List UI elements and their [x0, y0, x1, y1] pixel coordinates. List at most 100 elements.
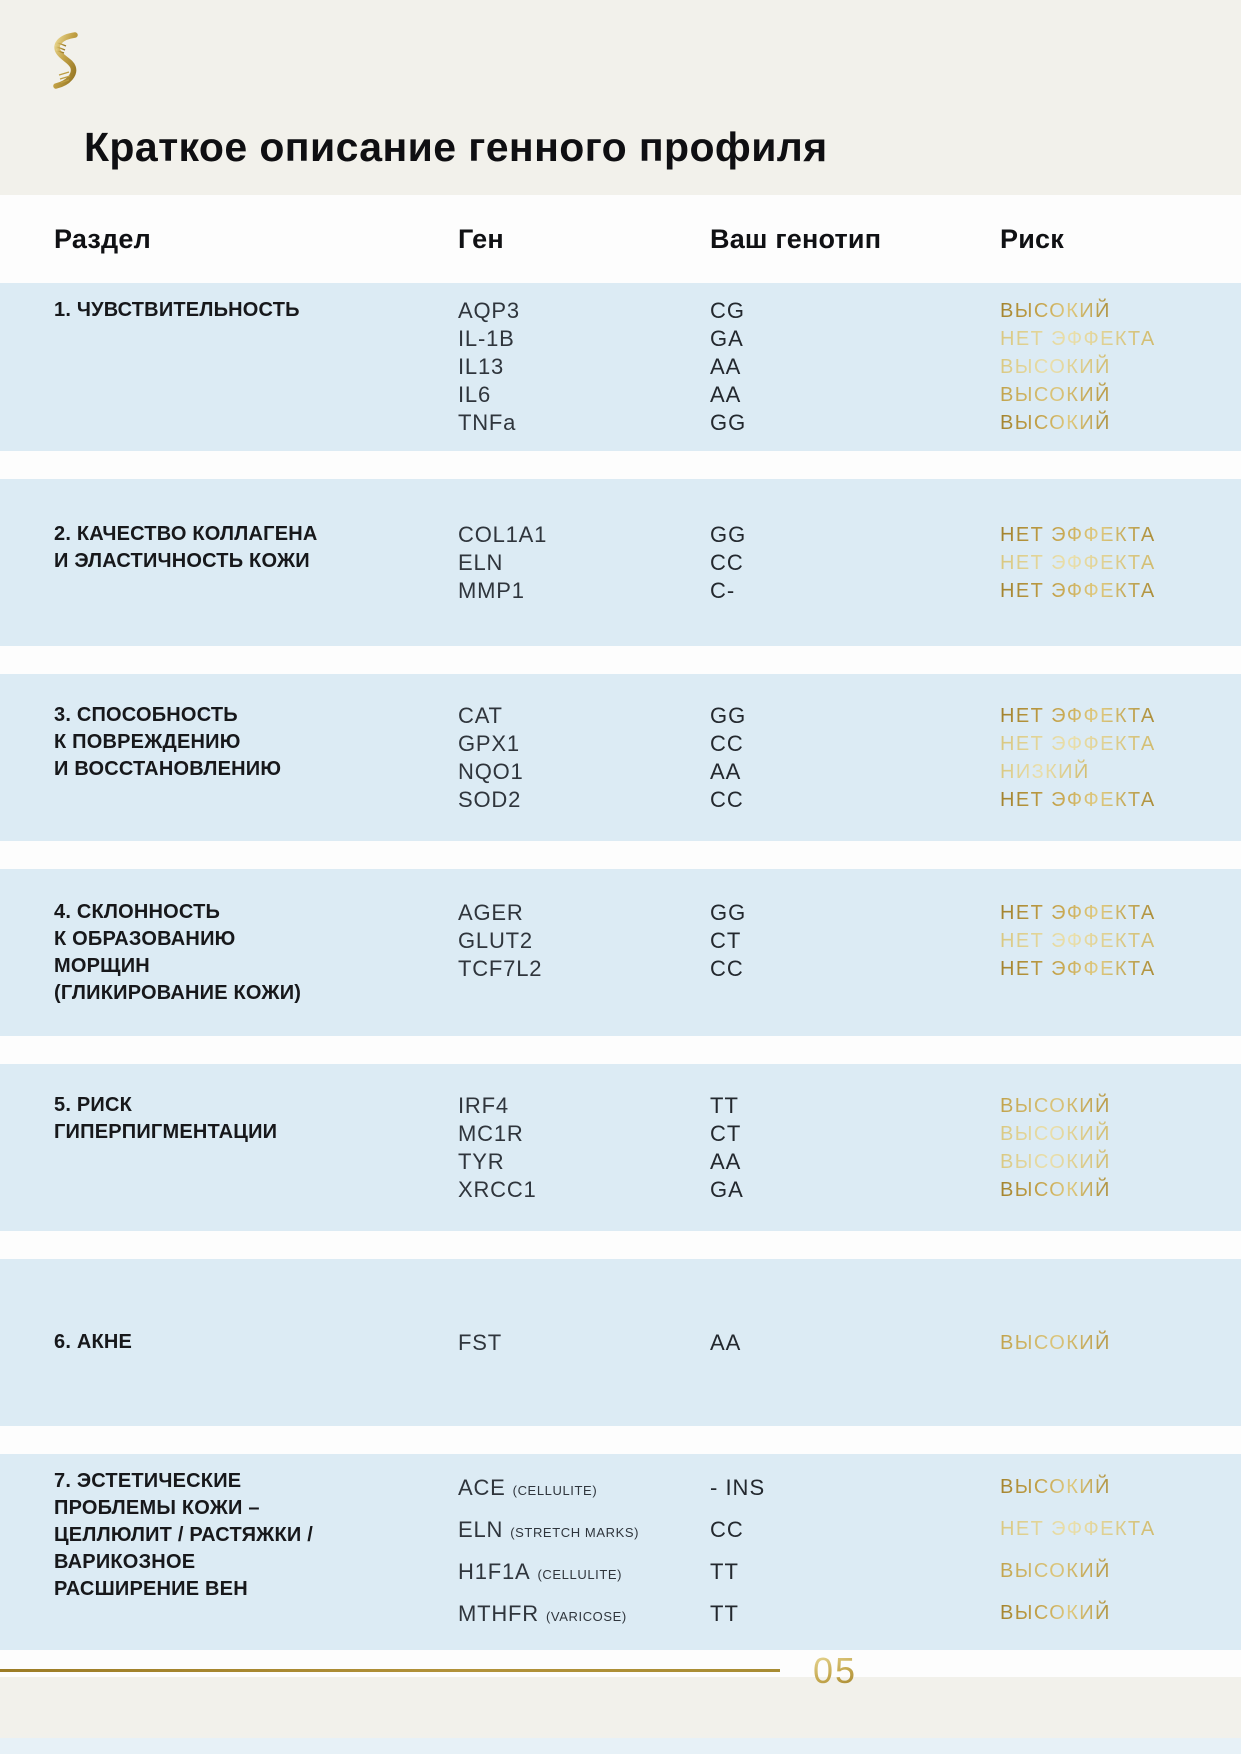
genotype-value: C-: [710, 577, 736, 603]
genotype-value: CC: [710, 955, 744, 981]
section-label: 7. ЭСТЕТИЧЕСКИЕ ПРОБЛЕМЫ КОЖИ – ЦЕЛЛЮЛИТ /…: [54, 1468, 458, 1603]
risk-value: НЕТ ЭФФЕКТА: [1000, 521, 1156, 549]
gene-name: SOD2: [458, 786, 522, 812]
gene-row: NQO1 AA НИЗКИЙ: [458, 758, 1241, 786]
gene-row: TNFa GG ВЫСОКИЙ: [458, 409, 1241, 437]
section-label-line: 1. ЧУВСТВИТЕЛЬНОСТЬ: [54, 299, 300, 321]
genotype-value: CC: [710, 786, 744, 812]
genotype-value: CG: [710, 298, 745, 323]
gene-name: TYR: [458, 1148, 505, 1174]
gene-section-row: 3. СПОСОБНОСТЬ К ПОВРЕЖДЕНИЮ И ВОССТАНОВЛЕ…: [0, 674, 1241, 841]
gene-section-row: 4. СКЛОННОСТЬ К ОБРАЗОВАНИЮ МОРЩИН (ГЛИКИРО…: [0, 869, 1241, 1036]
gene-name: IL13: [458, 354, 505, 379]
risk-value: ВЫСОКИЙ: [1000, 1092, 1111, 1120]
genotype-value: CT: [710, 1120, 742, 1146]
genotype-value: GG: [710, 702, 747, 728]
gene-name: NQO1: [458, 758, 524, 784]
genotype-value: TT: [710, 1092, 739, 1118]
risk-value: НЕТ ЭФФЕКТА: [1000, 577, 1156, 605]
gene-name: H1F1A (CELLULITE): [458, 1559, 623, 1584]
gene-section-row: 7. ЭСТЕТИЧЕСКИЕ ПРОБЛЕМЫ КОЖИ – ЦЕЛЛЮЛИТ /…: [0, 1454, 1241, 1650]
gene-name: GLUT2: [458, 927, 533, 953]
genotype-value: CC: [710, 549, 744, 575]
footer-divider-line: [0, 1669, 780, 1672]
section-gene-rows: FST AA ВЫСОКИЙ: [458, 1329, 1241, 1357]
gene-row: ELN CC НЕТ ЭФФЕКТА: [458, 549, 1241, 577]
section-gene-rows: CAT GG НЕТ ЭФФЕКТА GPX1 CC НЕТ ЭФФЕКТА N…: [458, 702, 1241, 814]
column-header-genotype: Ваш генотип: [710, 223, 882, 254]
section-label-line: И ЭЛАСТИЧНОСТЬ КОЖИ: [54, 549, 310, 572]
section-label-line: 6. АКНЕ: [54, 1330, 133, 1353]
gene-note: (CELLULITE): [512, 1483, 598, 1498]
gene-row: GLUT2 CT НЕТ ЭФФЕКТА: [458, 927, 1241, 955]
risk-value: НЕТ ЭФФЕКТА: [1000, 955, 1156, 983]
gene-row: MMP1 C- НЕТ ЭФФЕКТА: [458, 577, 1241, 605]
gene-name: FST: [458, 1329, 502, 1355]
section-label-line: 5. РИСК: [54, 1093, 133, 1116]
gene-row: H1F1A (CELLULITE) TT ВЫСОКИЙ: [458, 1552, 1241, 1594]
gene-name: COL1A1: [458, 521, 548, 547]
gene-name: TCF7L2: [458, 955, 543, 981]
genotype-value: AA: [710, 1329, 742, 1355]
genotype-value: TT: [710, 1601, 739, 1626]
section-label-line: (ГЛИКИРОВАНИЕ КОЖИ): [54, 981, 302, 1004]
gene-note: (CELLULITE): [537, 1567, 623, 1582]
brand-logo: [50, 32, 82, 92]
gene-row: TCF7L2 CC НЕТ ЭФФЕКТА: [458, 955, 1241, 983]
gene-section-row: 5. РИСК ГИПЕРПИГМЕНТАЦИИ IRF4 TT ВЫСОКИЙ …: [0, 1064, 1241, 1231]
risk-value: ВЫСОКИЙ: [1000, 1120, 1111, 1148]
gene-row: TYR AA ВЫСОКИЙ: [458, 1148, 1241, 1176]
gene-name: TNFa: [458, 410, 517, 435]
risk-value: НИЗКИЙ: [1000, 758, 1090, 786]
page-number: 05: [813, 1650, 858, 1691]
risk-value: ВЫСОКИЙ: [1000, 1148, 1111, 1176]
gene-row: ELN (STRETCH MARKS) CC НЕТ ЭФФЕКТА: [458, 1510, 1241, 1552]
risk-value: НЕТ ЭФФЕКТА: [1000, 730, 1156, 758]
risk-value: НЕТ ЭФФЕКТА: [1000, 325, 1156, 353]
genotype-value: GG: [710, 521, 747, 547]
gene-row: MC1R CT ВЫСОКИЙ: [458, 1120, 1241, 1148]
gene-name: AGER: [458, 899, 524, 925]
column-header-gene: Ген: [458, 223, 504, 254]
gene-name: ELN (STRETCH MARKS): [458, 1517, 640, 1542]
gene-row: IL-1B GA НЕТ ЭФФЕКТА: [458, 325, 1241, 353]
risk-value: НЕТ ЭФФЕКТА: [1000, 927, 1156, 955]
section-label-line: ВАРИКОЗНОЕ: [54, 1551, 196, 1573]
bottom-accent-strip: [0, 1738, 1241, 1754]
risk-value: ВЫСОКИЙ: [1000, 381, 1111, 409]
risk-value: ВЫСОКИЙ: [1000, 353, 1111, 381]
risk-value: НЕТ ЭФФЕКТА: [1000, 1510, 1156, 1552]
gene-row: IL6 AA ВЫСОКИЙ: [458, 381, 1241, 409]
gene-name: MMP1: [458, 577, 525, 603]
genotype-value: AA: [710, 1148, 742, 1174]
section-label-line: 2. КАЧЕСТВО КОЛЛАГЕНА: [54, 522, 318, 545]
risk-value: ВЫСОКИЙ: [1000, 1329, 1111, 1357]
gene-row: AQP3 CG ВЫСОКИЙ: [458, 297, 1241, 325]
risk-value: ВЫСОКИЙ: [1000, 297, 1111, 325]
gene-name: XRCC1: [458, 1176, 537, 1202]
section-label-line: ГИПЕРПИГМЕНТАЦИИ: [54, 1120, 278, 1143]
section-label-line: РАСШИРЕНИЕ ВЕН: [54, 1578, 248, 1600]
section-label-line: 4. СКЛОННОСТЬ: [54, 900, 221, 923]
gene-name: GPX1: [458, 730, 520, 756]
gene-name: MC1R: [458, 1120, 524, 1146]
genotype-value: AA: [710, 354, 742, 379]
gene-row: XRCC1 GA ВЫСОКИЙ: [458, 1176, 1241, 1204]
section-label: 4. СКЛОННОСТЬ К ОБРАЗОВАНИЮ МОРЩИН (ГЛИКИРО…: [54, 899, 458, 1007]
gene-name: CAT: [458, 702, 503, 728]
gene-row: SOD2 CC НЕТ ЭФФЕКТА: [458, 786, 1241, 814]
risk-value: НЕТ ЭФФЕКТА: [1000, 899, 1156, 927]
genotype-value: AA: [710, 758, 742, 784]
section-label-line: 7. ЭСТЕТИЧЕСКИЕ: [54, 1470, 242, 1492]
gene-name: IL6: [458, 382, 491, 407]
gene-note: (STRETCH MARKS): [510, 1525, 640, 1540]
genotype-value: CC: [710, 730, 744, 756]
gene-name: IRF4: [458, 1092, 509, 1118]
section-label-line: ПРОБЛЕМЫ КОЖИ –: [54, 1497, 260, 1519]
gene-profile-table: Раздел Ген Ваш генотип Риск 1. ЧУВСТВИТЕ…: [0, 195, 1241, 1677]
gene-row: CAT GG НЕТ ЭФФЕКТА: [458, 702, 1241, 730]
gene-row: FST AA ВЫСОКИЙ: [458, 1329, 1241, 1357]
risk-value: ВЫСОКИЙ: [1000, 1594, 1111, 1636]
gene-name: MTHFR (VARICOSE): [458, 1601, 627, 1626]
section-label-line: К ОБРАЗОВАНИЮ: [54, 927, 236, 950]
